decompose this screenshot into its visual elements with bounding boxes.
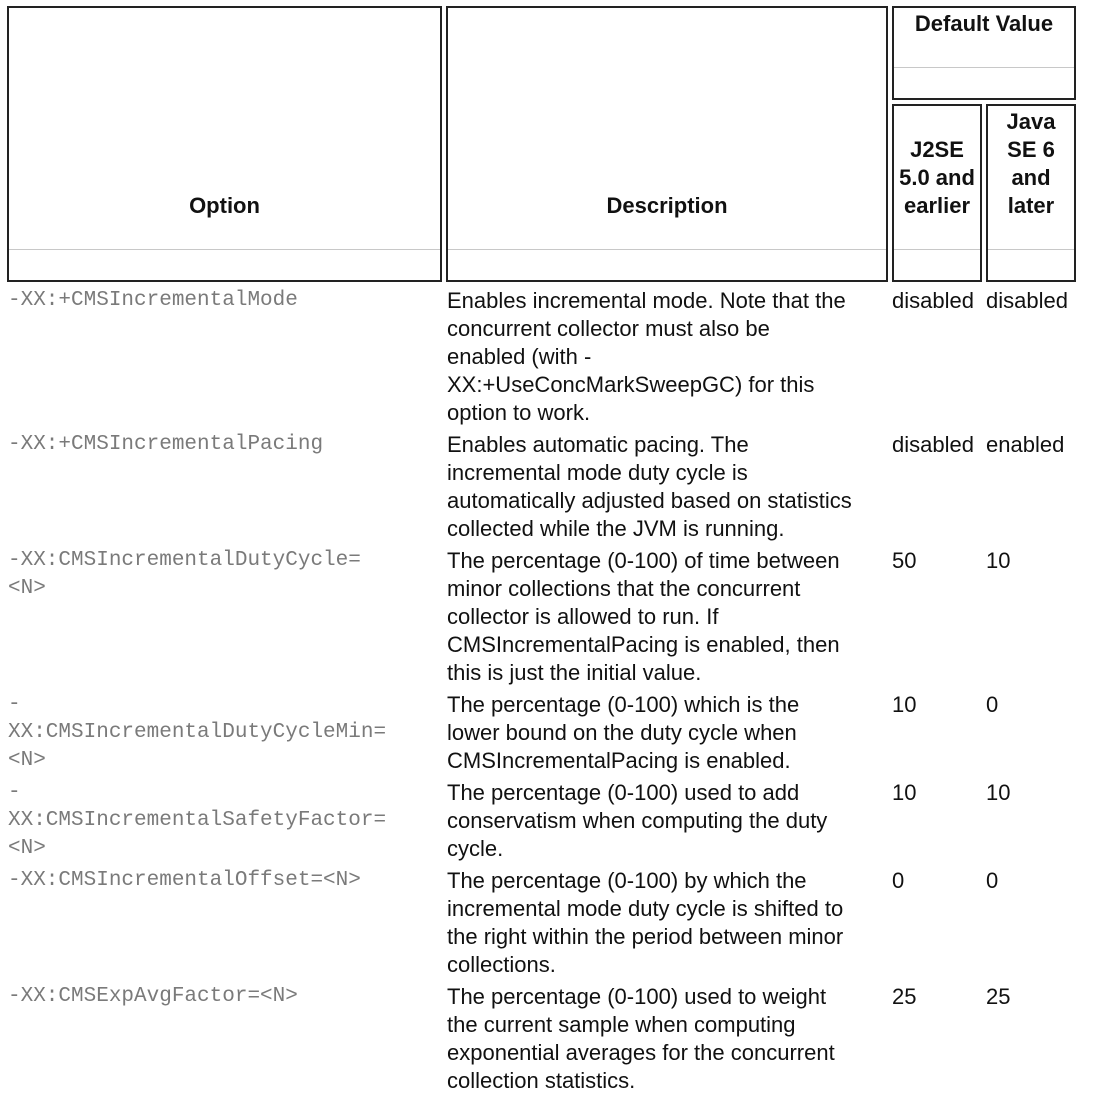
description-cms-incremental-duty-cycle-min: The percentage (0-100) which is the lowe… bbox=[447, 692, 800, 773]
header-divider bbox=[9, 249, 440, 250]
description-cms-incremental-duty-cycle: The percentage (0-100) of time between m… bbox=[447, 548, 840, 685]
option-cms-incremental-pacing: -XX:+CMSIncrementalPacing bbox=[8, 433, 324, 456]
default-java6-cms-incremental-pacing: enabled bbox=[986, 432, 1065, 457]
default-java6-cms-incremental-duty-cycle: 10 bbox=[986, 548, 1011, 573]
default-j2se-cms-incremental-offset: 0 bbox=[892, 868, 905, 893]
header-option-cell: Option bbox=[7, 6, 442, 282]
header-divider bbox=[988, 249, 1074, 250]
description-cms-incremental-offset: The percentage (0-100) by which the incr… bbox=[447, 868, 844, 977]
header-j2se: J2SE 5.0 and earlier bbox=[899, 137, 975, 218]
header-divider bbox=[894, 249, 980, 250]
default-j2se-cms-incremental-mode: disabled bbox=[892, 288, 974, 313]
header-java6-cell: Java SE 6 and later bbox=[986, 104, 1076, 282]
description-cms-incremental-pacing: Enables automatic pacing. The incrementa… bbox=[447, 432, 852, 541]
header-divider bbox=[894, 67, 1074, 68]
default-java6-cms-incremental-duty-cycle-min: 0 bbox=[986, 692, 999, 717]
description-cms-incremental-safety-factor: The percentage (0-100) used to add conse… bbox=[447, 780, 828, 861]
default-j2se-cms-incremental-duty-cycle-min: 10 bbox=[892, 692, 917, 717]
default-java6-cms-incremental-offset: 0 bbox=[986, 868, 999, 893]
default-j2se-cms-exp-avg-factor: 25 bbox=[892, 984, 917, 1009]
description-cms-exp-avg-factor: The percentage (0-100) used to weight th… bbox=[447, 984, 835, 1093]
default-j2se-cms-incremental-duty-cycle: 50 bbox=[892, 548, 917, 573]
header-divider bbox=[448, 249, 886, 250]
header-j2se-cell: J2SE 5.0 and earlier bbox=[892, 104, 982, 282]
header-description-cell: Description bbox=[446, 6, 888, 282]
header-description: Description bbox=[606, 193, 728, 218]
option-cms-exp-avg-factor: -XX:CMSExpAvgFactor=<N> bbox=[8, 985, 298, 1008]
option-cms-incremental-safety-factor: - XX:CMSIncrementalSafetyFactor= <N> bbox=[8, 781, 387, 860]
description-cms-incremental-mode: Enables incremental mode. Note that the … bbox=[447, 288, 846, 425]
option-cms-incremental-offset: -XX:CMSIncrementalOffset=<N> bbox=[8, 869, 361, 892]
header-default-value-cell: Default Value bbox=[892, 6, 1076, 100]
header-option: Option bbox=[189, 193, 260, 218]
default-java6-cms-incremental-safety-factor: 10 bbox=[986, 780, 1011, 805]
option-cms-incremental-mode: -XX:+CMSIncrementalMode bbox=[8, 289, 298, 312]
default-j2se-cms-incremental-pacing: disabled bbox=[892, 432, 974, 457]
default-j2se-cms-incremental-safety-factor: 10 bbox=[892, 780, 917, 805]
default-java6-cms-incremental-mode: disabled bbox=[986, 288, 1068, 313]
header-default-value: Default Value bbox=[914, 11, 1054, 36]
option-cms-incremental-duty-cycle: -XX:CMSIncrementalDutyCycle= <N> bbox=[8, 549, 361, 600]
option-cms-incremental-duty-cycle-min: - XX:CMSIncrementalDutyCycleMin= <N> bbox=[8, 693, 387, 772]
header-java6: Java SE 6 and later bbox=[1006, 109, 1056, 218]
default-java6-cms-exp-avg-factor: 25 bbox=[986, 984, 1011, 1009]
